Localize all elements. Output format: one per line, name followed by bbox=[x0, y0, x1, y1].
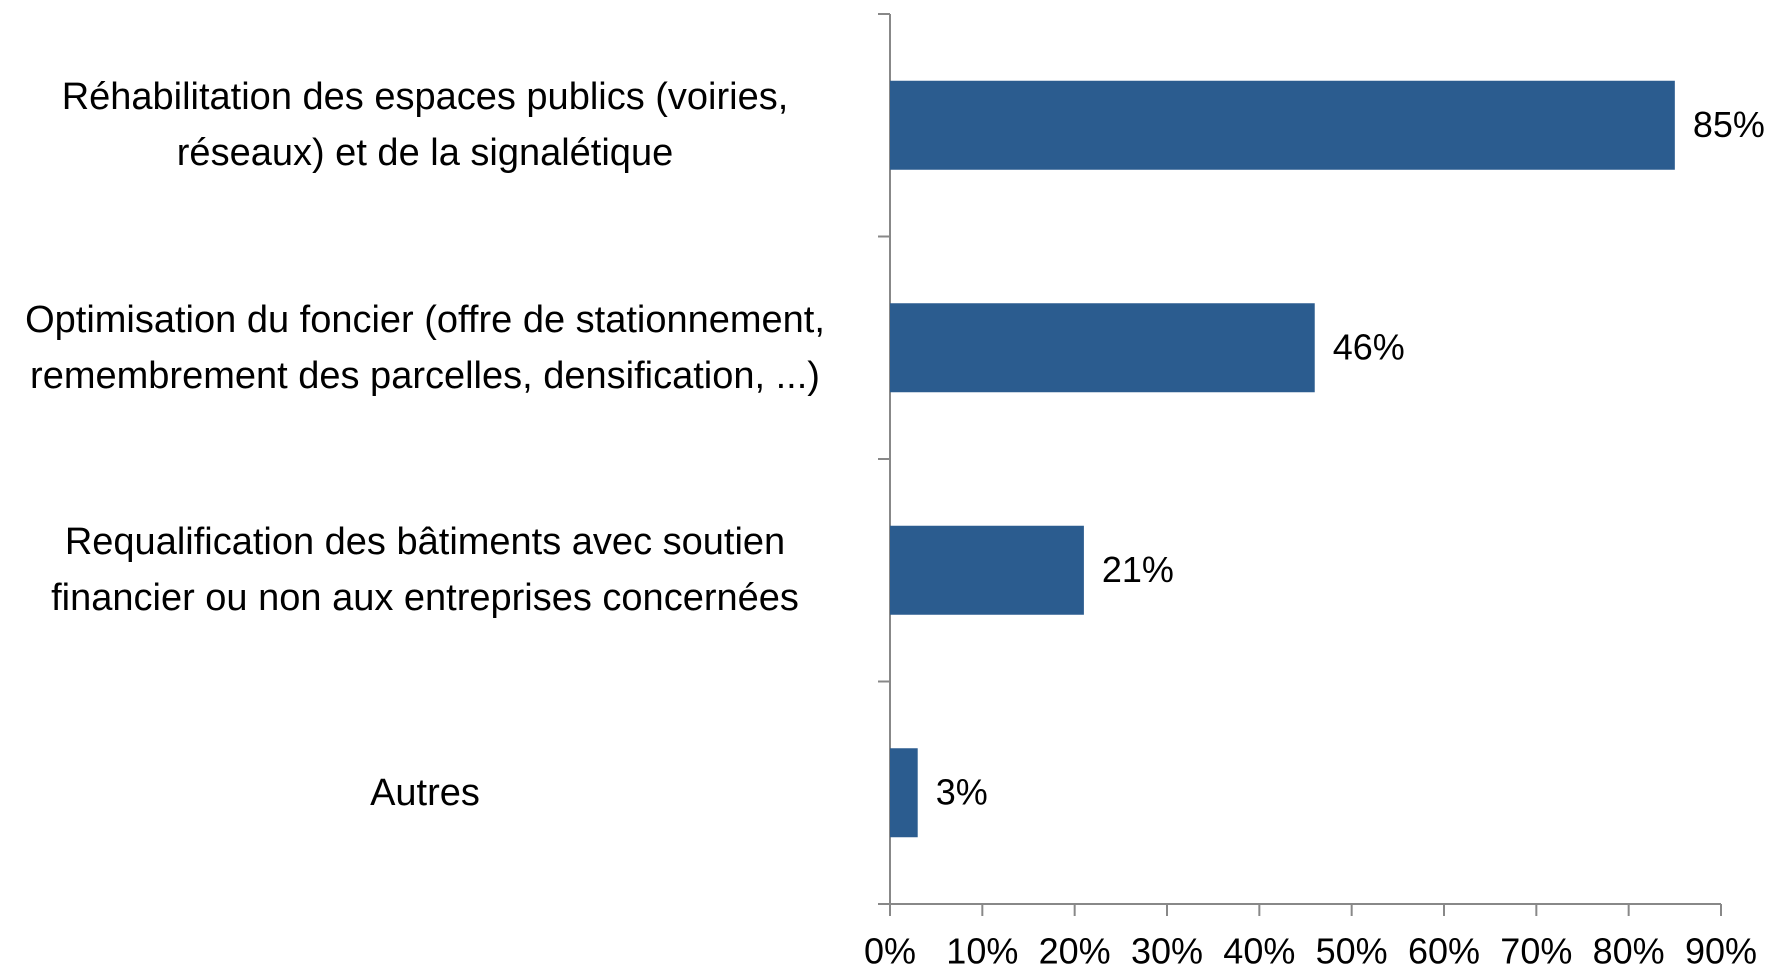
bar bbox=[890, 748, 918, 838]
category-label: Optimisation du foncier (offre de statio… bbox=[25, 298, 825, 397]
x-tick-label: 90% bbox=[1685, 931, 1757, 967]
x-tick-label: 30% bbox=[1131, 931, 1203, 967]
bar bbox=[890, 303, 1315, 393]
data-label: 3% bbox=[936, 771, 988, 812]
x-tick-label: 70% bbox=[1500, 931, 1572, 967]
category-label: Autres bbox=[370, 771, 480, 814]
x-tick-label: 0% bbox=[864, 931, 916, 967]
x-tick-label: 40% bbox=[1223, 931, 1295, 967]
data-label: 21% bbox=[1102, 549, 1174, 590]
category-label: Réhabilitation des espaces publics (voir… bbox=[61, 76, 789, 175]
data-label: 46% bbox=[1333, 326, 1405, 367]
bar bbox=[890, 525, 1084, 615]
x-tick-label: 50% bbox=[1316, 931, 1388, 967]
x-tick-label: 10% bbox=[946, 931, 1018, 967]
x-tick-label: 80% bbox=[1593, 931, 1665, 967]
x-tick-label: 60% bbox=[1408, 931, 1480, 967]
bar bbox=[890, 80, 1675, 170]
x-tick-label: 20% bbox=[1039, 931, 1111, 967]
category-label: Requalification des bâtiments avec souti… bbox=[51, 521, 799, 620]
data-label: 85% bbox=[1693, 104, 1765, 145]
